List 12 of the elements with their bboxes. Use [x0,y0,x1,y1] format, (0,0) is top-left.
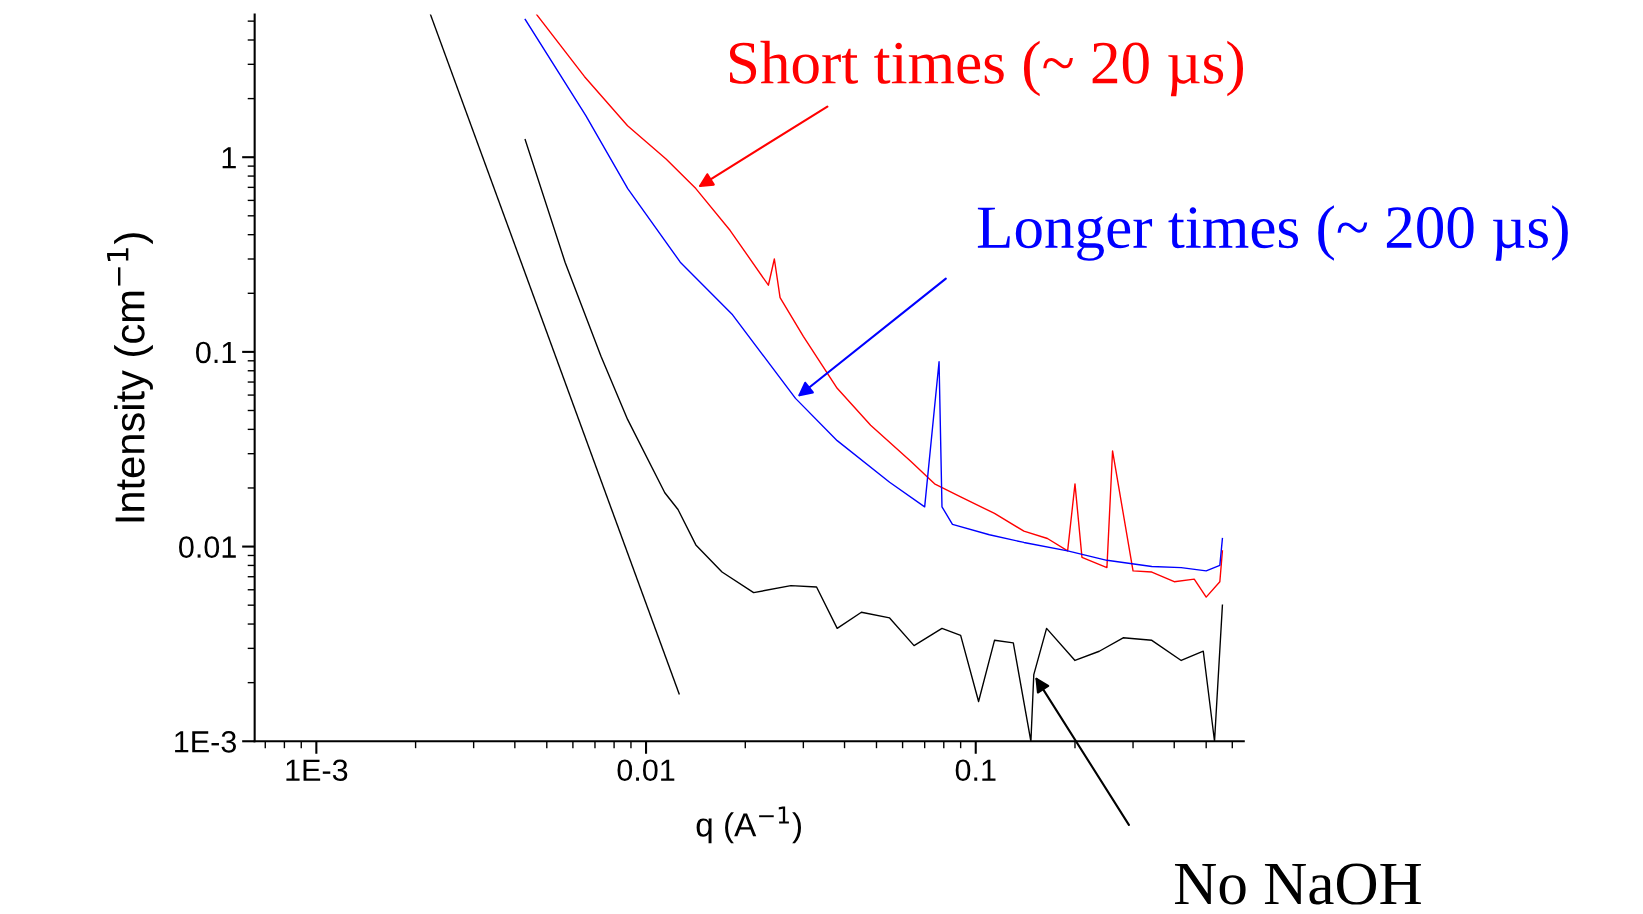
annotation: Short times (~ 20 µs) [729,40,1244,97]
y-axis-title: Intensity (cm$^{−1}$) [107,233,153,522]
annotation: Longer times (~ 200 µs) [977,205,1568,261]
y-tick-label: 0.01 [179,536,236,558]
y-tick-label: 1E-3 [175,730,236,753]
y-tick-label: 1 [222,147,236,169]
x-tick-label: 1E-3 [286,759,348,782]
y-tick-label: 0.1 [196,341,236,364]
x-axis-title: q (A$^{−1}$) [696,806,801,844]
annotation: No NaOH [1174,863,1421,905]
x-tick-label: 0.1 [955,759,996,782]
x-tick-label: 0.01 [617,759,675,782]
